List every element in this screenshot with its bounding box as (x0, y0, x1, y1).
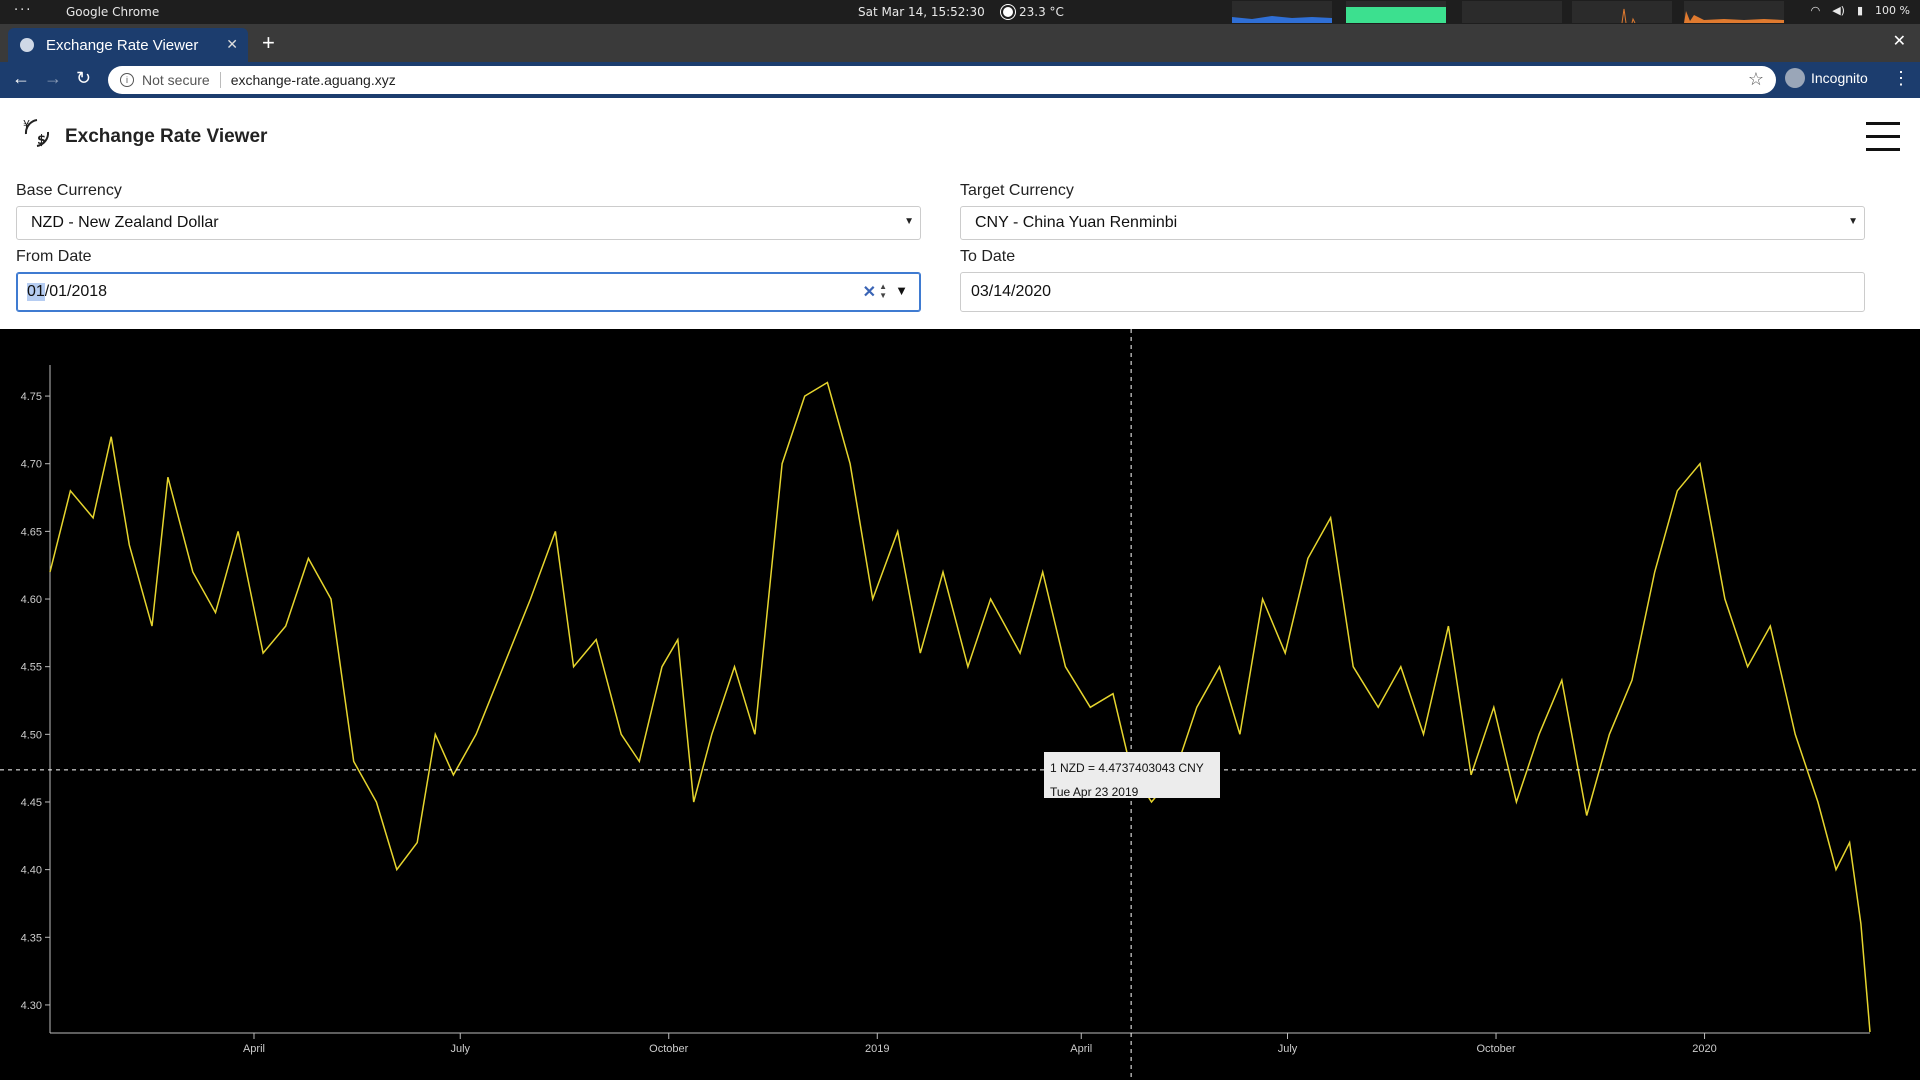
y-tick-label: 4.30 (21, 1000, 42, 1012)
window-close-button[interactable]: ✕ (1892, 33, 1906, 50)
base-currency-value: NZD - New Zealand Dollar (31, 214, 219, 231)
tooltip-rate: 1 NZD = 4.4737403043 CNY (1050, 761, 1204, 775)
incognito-label: Incognito (1811, 70, 1868, 86)
incognito-icon (1785, 68, 1805, 88)
tab-strip: Exchange Rate Viewer ✕ (0, 24, 1920, 62)
battery-level: 100 % (1875, 4, 1910, 17)
address-bar[interactable]: i Not secure exchange-rate.aguang.xyz ☆ (108, 66, 1776, 94)
disk-graph (1684, 1, 1784, 23)
app-title: Exchange Rate Viewer (65, 126, 268, 147)
os-clock[interactable]: Sat Mar 14, 15:52:30 (858, 5, 985, 19)
base-currency-label: Base Currency (16, 182, 122, 199)
calendar-dropdown-icon[interactable]: ▼ (895, 283, 908, 298)
bookmark-star-icon[interactable]: ☆ (1747, 69, 1764, 89)
active-app-name: Google Chrome (66, 5, 160, 19)
globe-icon (20, 38, 34, 52)
os-menu-dots[interactable]: ··· (14, 3, 33, 18)
back-button[interactable]: ← (12, 68, 30, 88)
tab-title: Exchange Rate Viewer (46, 36, 199, 54)
y-tick-label: 4.50 (21, 729, 42, 741)
incognito-indicator[interactable]: Incognito (1785, 68, 1868, 88)
wifi-icon[interactable]: ◠ (1810, 4, 1821, 17)
hamburger-menu-icon[interactable] (1866, 122, 1900, 152)
close-tab-icon[interactable]: ✕ (226, 36, 238, 52)
target-currency-label: Target Currency (960, 182, 1074, 199)
swap-graph (1462, 1, 1562, 23)
cpu-graph (1232, 1, 1332, 23)
system-tray: ◠ ◀) ▮ 100 % (1811, 4, 1910, 17)
svg-text:¥: ¥ (23, 118, 30, 131)
y-tick-label: 4.45 (21, 797, 42, 809)
network-graph (1572, 1, 1672, 24)
forward-button[interactable]: → (44, 68, 62, 88)
from-date-month-segment[interactable]: 01 (27, 283, 45, 301)
y-tick-label: 4.55 (21, 662, 42, 674)
exchange-rate-line (49, 381, 1871, 1033)
base-currency-select[interactable]: NZD - New Zealand Dollar ▼ (16, 206, 921, 240)
memory-graph (1346, 1, 1446, 23)
app-header: ¥ $ Exchange Rate Viewer Base Currency N… (0, 98, 1920, 329)
from-date-label: From Date (16, 248, 92, 265)
from-date-rest[interactable]: /01/2018 (44, 283, 108, 300)
security-status: Not secure (142, 72, 221, 88)
y-tick-label: 4.60 (21, 594, 42, 606)
exchange-rate-chart[interactable]: 4.30 4.35 4.40 4.45 4.50 4.55 4.60 4.65 4.70 4.75… (0, 329, 1920, 1080)
x-tick-label: April (1070, 1043, 1092, 1055)
browser-tab[interactable]: Exchange Rate Viewer ✕ (8, 28, 248, 62)
chevron-down-icon: ▼ (1848, 216, 1858, 227)
os-weather: 23.3 °C (1003, 5, 1064, 19)
clear-date-icon[interactable]: ✕ (862, 284, 876, 301)
info-icon[interactable]: i (120, 73, 134, 87)
from-date-input[interactable]: 01/01/2018 ✕ ▲ ▼ ▼ (16, 272, 921, 312)
rate-tooltip: 1 NZD = 4.4737403043 CNY Tue Apr 23 2019 (1044, 752, 1220, 799)
x-tick-label: 2019 (865, 1043, 889, 1055)
reload-button[interactable]: ↻ (76, 68, 92, 88)
svg-text:$: $ (37, 133, 46, 148)
y-tick-label: 4.70 (21, 459, 42, 471)
browser-menu-icon[interactable]: ⋮ (1892, 68, 1910, 88)
target-currency-select[interactable]: CNY - China Yuan Renminbi ▼ (960, 206, 1865, 240)
to-date-value: 03/14/2020 (971, 283, 1052, 300)
x-tick-label: April (243, 1043, 265, 1055)
to-date-input[interactable]: 03/14/2020 (960, 272, 1865, 312)
date-spinner-icon[interactable]: ▲ ▼ (879, 282, 887, 300)
y-tick-label: 4.35 (21, 932, 42, 944)
battery-icon[interactable]: ▮ (1856, 4, 1864, 17)
new-tab-button[interactable]: + (262, 30, 275, 55)
x-tick-label: October (649, 1043, 688, 1055)
sun-icon (1003, 7, 1013, 17)
volume-icon[interactable]: ◀) (1832, 4, 1845, 17)
target-currency-value: CNY - China Yuan Renminbi (975, 214, 1178, 231)
y-tick-label: 4.75 (21, 391, 42, 403)
x-tick-label: October (1476, 1043, 1515, 1055)
x-tick-label: July (1278, 1043, 1298, 1055)
x-tick-label: July (450, 1043, 470, 1055)
os-top-bar: ··· Google Chrome Sat Mar 14, 15:52:30 2… (0, 0, 1920, 24)
x-tick-label: 2020 (1692, 1043, 1716, 1055)
weather-temperature: 23.3 °C (1019, 5, 1064, 19)
browser-toolbar: ← → ↻ i Not secure exchange-rate.aguang.… (0, 62, 1920, 98)
y-tick-label: 4.65 (21, 526, 42, 538)
url-text[interactable]: exchange-rate.aguang.xyz (230, 72, 396, 88)
to-date-label: To Date (960, 248, 1016, 265)
chevron-down-icon: ▼ (904, 216, 914, 227)
tooltip-date: Tue Apr 23 2019 (1050, 785, 1139, 799)
currency-exchange-icon: ¥ $ (23, 118, 50, 148)
y-tick-label: 4.40 (21, 865, 42, 877)
